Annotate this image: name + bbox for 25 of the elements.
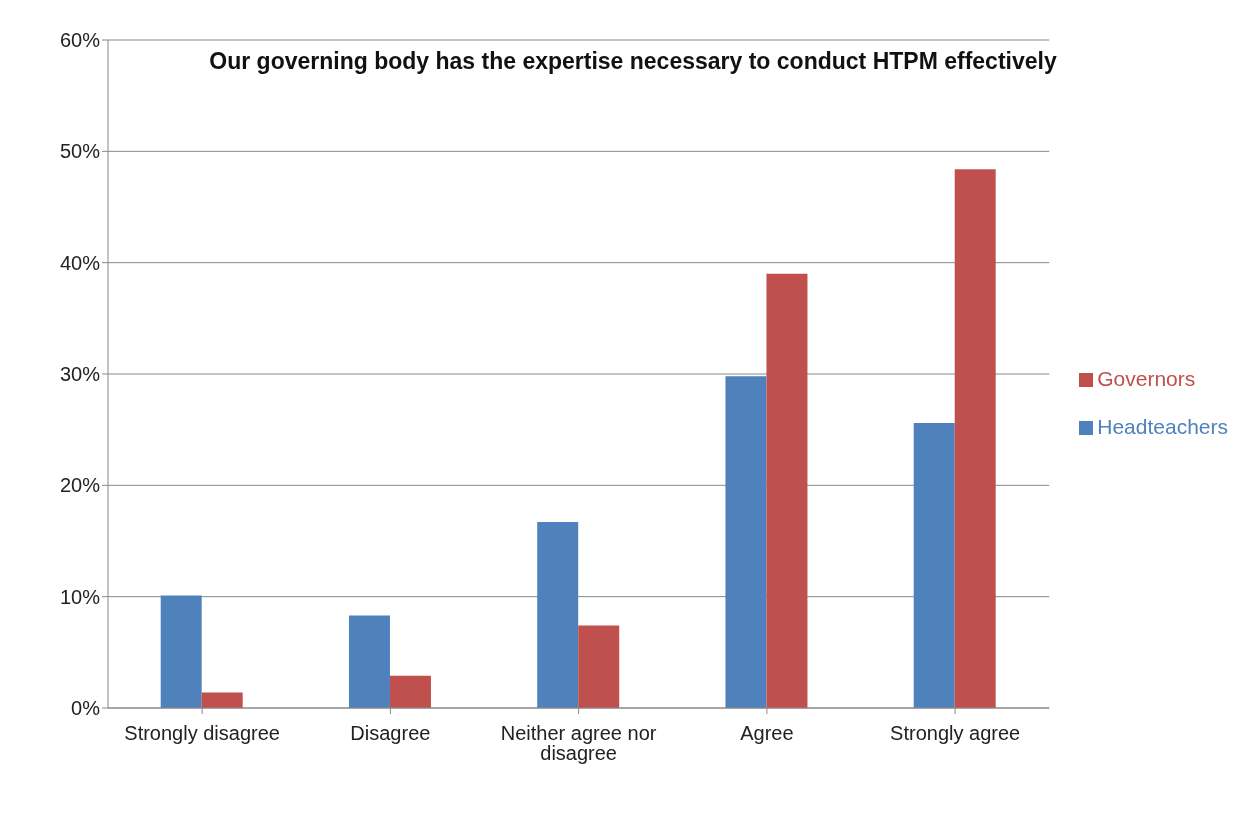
- y-tick-label: 50%: [59, 140, 101, 163]
- bar: [537, 522, 579, 708]
- bar: [725, 376, 767, 708]
- bar: [160, 595, 202, 708]
- bar: [348, 615, 390, 708]
- y-tick-label: 10%: [59, 585, 101, 608]
- x-tick-label: Strongly disagree: [124, 722, 280, 745]
- legend-label: Headteachers: [1097, 415, 1228, 438]
- bar: [201, 692, 243, 708]
- bar: [954, 169, 996, 708]
- y-tick-label: 20%: [59, 474, 101, 497]
- y-tick-label: 0%: [71, 697, 101, 720]
- y-tick-label: 40%: [59, 251, 101, 274]
- bar: [766, 273, 808, 708]
- legend-label: Governors: [1097, 367, 1196, 390]
- bar: [389, 675, 431, 708]
- x-tick-label: Strongly agree: [890, 722, 1021, 745]
- y-tick-label: 60%: [59, 29, 101, 52]
- x-tick-label: Agree: [740, 722, 794, 745]
- chart-title: Our governing body has the expertise necessary to conduct HTPM effectively: [208, 47, 1058, 76]
- bar: [578, 625, 620, 708]
- y-tick-label: 30%: [59, 363, 101, 386]
- bar: [913, 422, 955, 708]
- x-tick-label: Disagree: [350, 722, 431, 745]
- x-tick-label: Neither agree nor disagree: [500, 722, 657, 765]
